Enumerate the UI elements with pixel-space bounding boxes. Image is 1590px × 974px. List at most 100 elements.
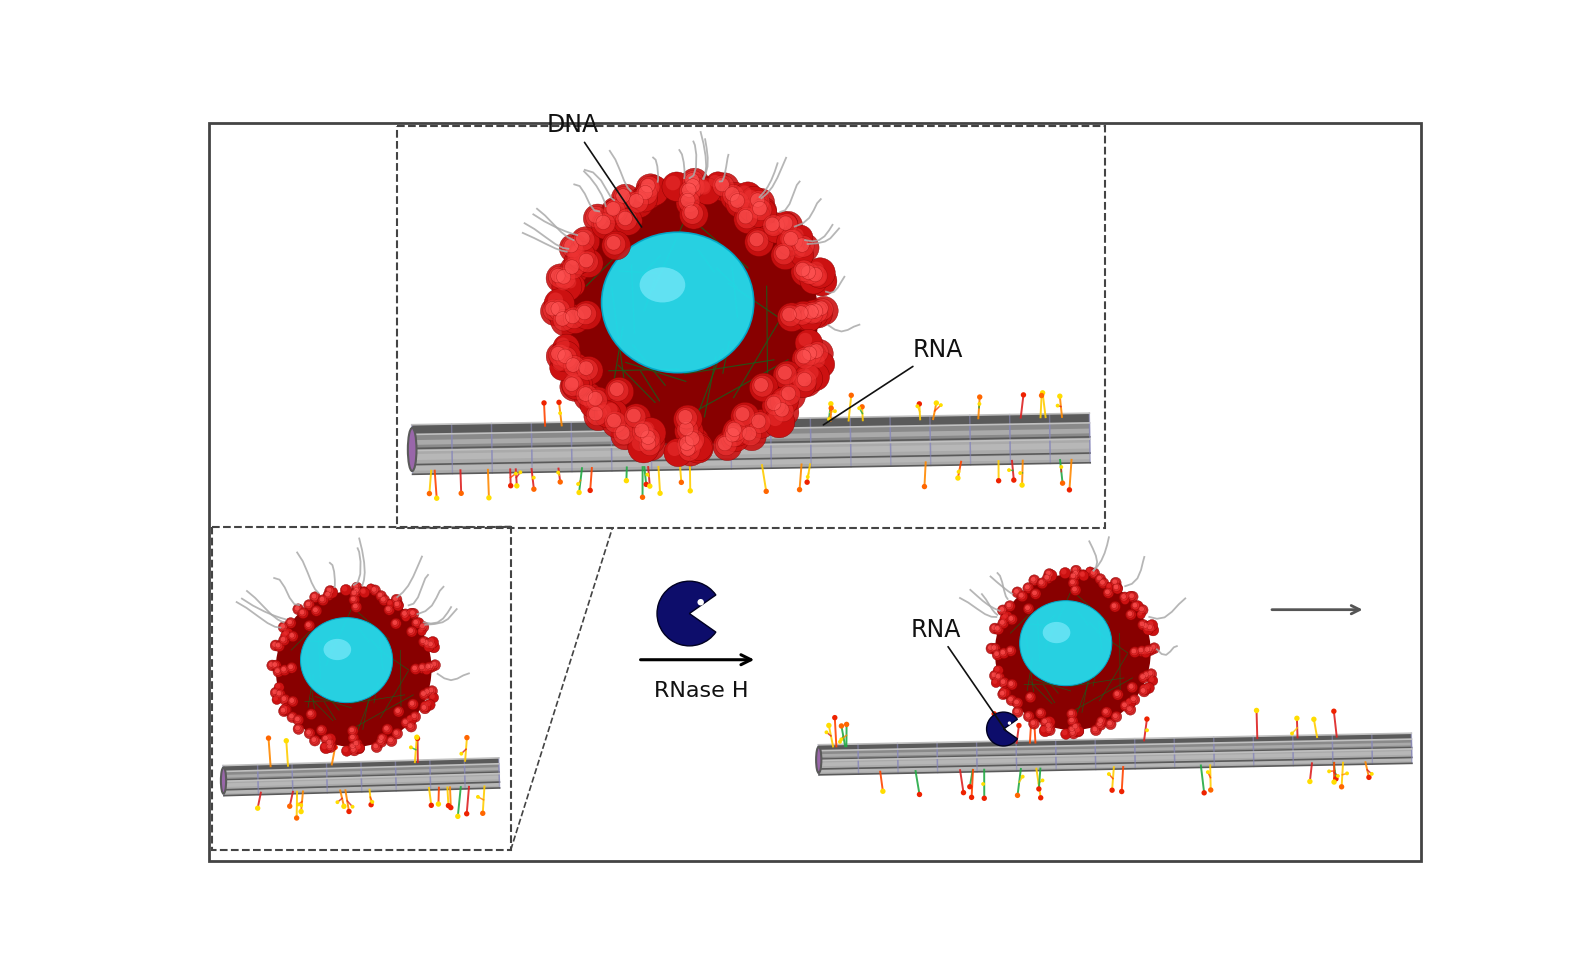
Circle shape — [1005, 646, 1016, 656]
Circle shape — [992, 679, 997, 684]
Circle shape — [487, 495, 491, 501]
Circle shape — [370, 800, 374, 804]
Circle shape — [353, 587, 359, 593]
Circle shape — [1056, 403, 1059, 407]
Circle shape — [1110, 578, 1121, 588]
Circle shape — [1086, 568, 1091, 573]
Circle shape — [639, 422, 655, 436]
Circle shape — [1073, 724, 1078, 729]
Circle shape — [625, 406, 646, 428]
Circle shape — [676, 189, 704, 217]
Circle shape — [1072, 566, 1080, 575]
Circle shape — [574, 248, 603, 278]
Circle shape — [415, 619, 420, 624]
Circle shape — [269, 661, 273, 667]
Circle shape — [560, 234, 588, 263]
Bar — [398, 126, 1105, 528]
Circle shape — [566, 373, 590, 396]
Circle shape — [351, 603, 359, 611]
Circle shape — [372, 742, 380, 751]
Circle shape — [294, 716, 301, 722]
Circle shape — [1105, 582, 1115, 591]
Circle shape — [997, 689, 1008, 699]
Circle shape — [992, 650, 1003, 660]
Circle shape — [1024, 712, 1032, 720]
Circle shape — [407, 723, 413, 729]
Circle shape — [827, 417, 832, 421]
Circle shape — [267, 661, 275, 669]
Circle shape — [1030, 588, 1041, 599]
Circle shape — [420, 701, 431, 712]
Circle shape — [272, 689, 280, 696]
Circle shape — [633, 181, 663, 209]
Circle shape — [410, 711, 421, 722]
Circle shape — [828, 401, 833, 406]
Circle shape — [1140, 686, 1146, 691]
Circle shape — [793, 306, 808, 320]
Circle shape — [541, 297, 569, 325]
Circle shape — [776, 213, 798, 236]
Circle shape — [994, 673, 1003, 681]
Circle shape — [1099, 578, 1108, 588]
Circle shape — [1070, 584, 1081, 595]
Circle shape — [1073, 571, 1078, 576]
Circle shape — [436, 802, 440, 806]
Circle shape — [1045, 570, 1053, 578]
Circle shape — [809, 344, 824, 358]
Circle shape — [735, 407, 750, 422]
Circle shape — [1062, 730, 1067, 735]
Circle shape — [1008, 696, 1013, 702]
Circle shape — [286, 712, 297, 723]
Circle shape — [738, 185, 752, 200]
Circle shape — [1046, 723, 1051, 729]
Circle shape — [723, 184, 744, 206]
Circle shape — [978, 402, 981, 406]
Circle shape — [679, 439, 700, 461]
Wedge shape — [657, 581, 716, 646]
Circle shape — [407, 608, 417, 618]
Circle shape — [739, 198, 763, 221]
Polygon shape — [412, 423, 1091, 465]
Circle shape — [687, 488, 693, 494]
Circle shape — [628, 431, 660, 463]
Circle shape — [409, 609, 417, 618]
Circle shape — [1146, 646, 1154, 654]
Circle shape — [1008, 616, 1014, 621]
Circle shape — [1140, 621, 1145, 626]
Circle shape — [762, 392, 790, 421]
Circle shape — [639, 428, 660, 449]
Circle shape — [420, 704, 429, 712]
Circle shape — [1091, 726, 1099, 733]
Circle shape — [370, 585, 378, 594]
Circle shape — [558, 411, 561, 415]
Circle shape — [744, 228, 773, 256]
Circle shape — [426, 639, 437, 651]
Circle shape — [394, 601, 399, 607]
Circle shape — [1096, 716, 1107, 727]
Circle shape — [1148, 624, 1159, 636]
Circle shape — [1068, 727, 1075, 731]
Circle shape — [549, 299, 571, 320]
Circle shape — [563, 257, 584, 280]
Circle shape — [774, 402, 789, 417]
Circle shape — [779, 216, 793, 231]
Circle shape — [1000, 689, 1006, 694]
Circle shape — [561, 236, 584, 258]
Circle shape — [1143, 683, 1154, 693]
Circle shape — [642, 179, 658, 195]
Circle shape — [288, 663, 296, 671]
Circle shape — [641, 436, 655, 451]
Circle shape — [412, 713, 417, 719]
Circle shape — [550, 347, 564, 361]
Circle shape — [1113, 583, 1123, 594]
Circle shape — [273, 666, 285, 677]
Circle shape — [566, 357, 580, 372]
Circle shape — [677, 433, 698, 455]
Circle shape — [738, 422, 766, 451]
Circle shape — [305, 730, 312, 735]
Circle shape — [273, 641, 285, 652]
Polygon shape — [224, 775, 499, 787]
Circle shape — [1045, 722, 1053, 730]
Circle shape — [347, 726, 358, 736]
Circle shape — [991, 624, 999, 632]
